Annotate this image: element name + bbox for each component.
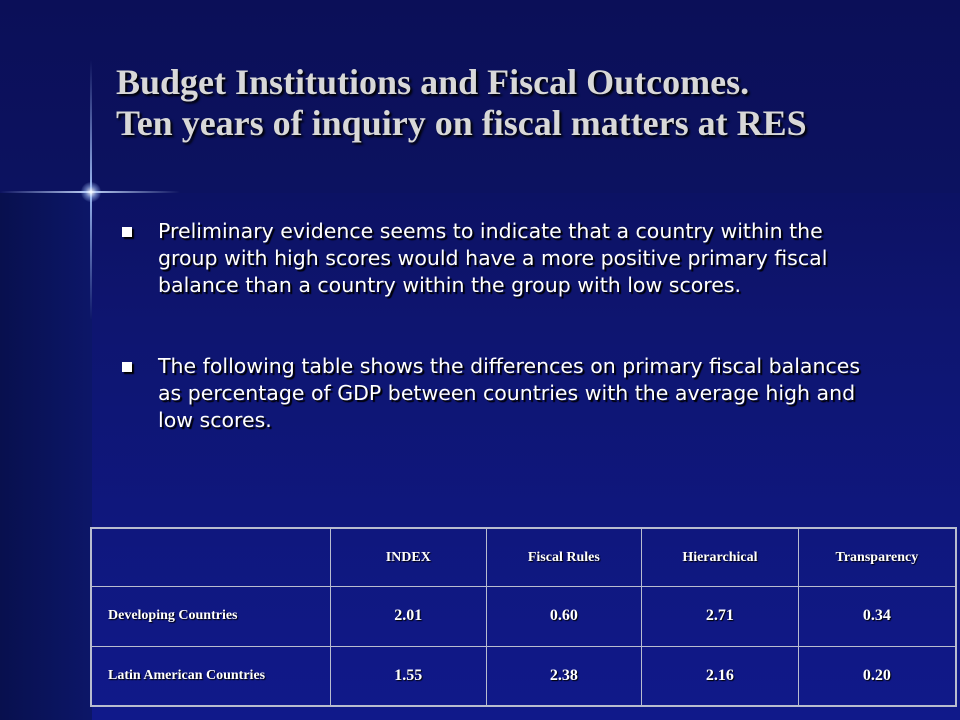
title-band: [0, 0, 960, 193]
bullet-text: The following table shows the difference…: [158, 354, 861, 432]
left-band: [0, 193, 92, 720]
bullet-item: Preliminary evidence seems to indicate t…: [118, 218, 878, 299]
table-cell: 2.01: [329, 586, 487, 647]
table-cell: 0.34: [797, 586, 957, 647]
slide-title: Budget Institutions and Fiscal Outcomes.…: [116, 62, 946, 144]
table-row-label: Developing Countries: [91, 586, 331, 647]
table-header-cell: Hierarchical: [640, 528, 799, 587]
square-bullet-icon: [122, 227, 132, 237]
table-header-cell: Fiscal Rules: [485, 528, 642, 587]
slide-title-line-1: Budget Institutions and Fiscal Outcomes.: [116, 62, 750, 102]
table-cell: 2.71: [640, 586, 799, 647]
bullet-text: Preliminary evidence seems to indicate t…: [158, 219, 828, 297]
table-header-cell: [91, 528, 331, 587]
fiscal-balance-table: INDEX Fiscal Rules Hierarchical Transpar…: [90, 527, 957, 707]
table-cell: 2.38: [485, 645, 642, 706]
table-cell: 0.60: [485, 586, 642, 647]
table-cell: 2.16: [640, 645, 799, 706]
table-header-cell: Transparency: [797, 528, 957, 587]
table-row: Developing Countries 2.01 0.60 2.71 0.34: [91, 586, 957, 647]
data-table: INDEX Fiscal Rules Hierarchical Transpar…: [91, 528, 957, 706]
table-header-cell: INDEX: [329, 528, 487, 587]
table-row: Latin American Countries 1.55 2.38 2.16 …: [91, 645, 957, 706]
bullet-item: The following table shows the difference…: [118, 353, 878, 434]
slide-title-line-2: Ten years of inquiry on fiscal matters a…: [116, 103, 807, 143]
square-bullet-icon: [122, 362, 132, 372]
table-header-row: INDEX Fiscal Rules Hierarchical Transpar…: [91, 528, 957, 587]
star-flare-center: [81, 182, 101, 202]
table-cell: 1.55: [329, 645, 487, 706]
table-cell: 0.20: [797, 645, 957, 706]
table-row-label: Latin American Countries: [91, 645, 331, 706]
bullet-list: Preliminary evidence seems to indicate t…: [118, 218, 878, 488]
